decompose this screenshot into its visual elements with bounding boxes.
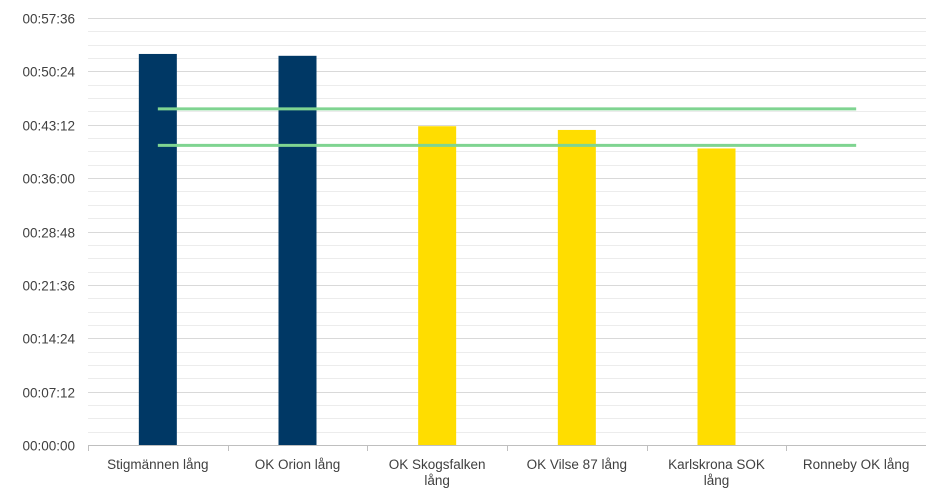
bar-2	[278, 55, 317, 446]
x-category-label: lång	[424, 473, 450, 488]
y-tick-label: 00:21:36	[22, 279, 75, 294]
y-tick-label: 00:00:00	[22, 439, 75, 454]
x-category-label: lång	[704, 473, 730, 488]
bar-1	[138, 53, 177, 446]
x-category-label: OK Vilse 87 lång	[527, 457, 627, 472]
y-tick-label: 00:43:12	[22, 119, 75, 134]
y-tick-label: 00:28:48	[22, 226, 75, 241]
y-tick-label: 00:36:00	[22, 172, 75, 187]
x-category-label: OK Orion lång	[255, 457, 341, 472]
bar-4	[557, 129, 596, 445]
x-category-label: Ronneby OK lång	[803, 457, 910, 472]
x-category-label: OK Skogsfalken	[389, 457, 486, 472]
bar-5	[697, 148, 736, 445]
y-tick-label: 00:50:24	[22, 65, 75, 80]
y-tick-label: 00:14:24	[22, 332, 75, 347]
x-category-label: Karlskrona SOK	[668, 457, 765, 472]
bar-3	[418, 126, 457, 445]
y-tick-label: 00:57:36	[22, 12, 75, 27]
x-category-label: Stigmännen lång	[107, 457, 208, 472]
y-tick-label: 00:07:12	[22, 386, 75, 401]
